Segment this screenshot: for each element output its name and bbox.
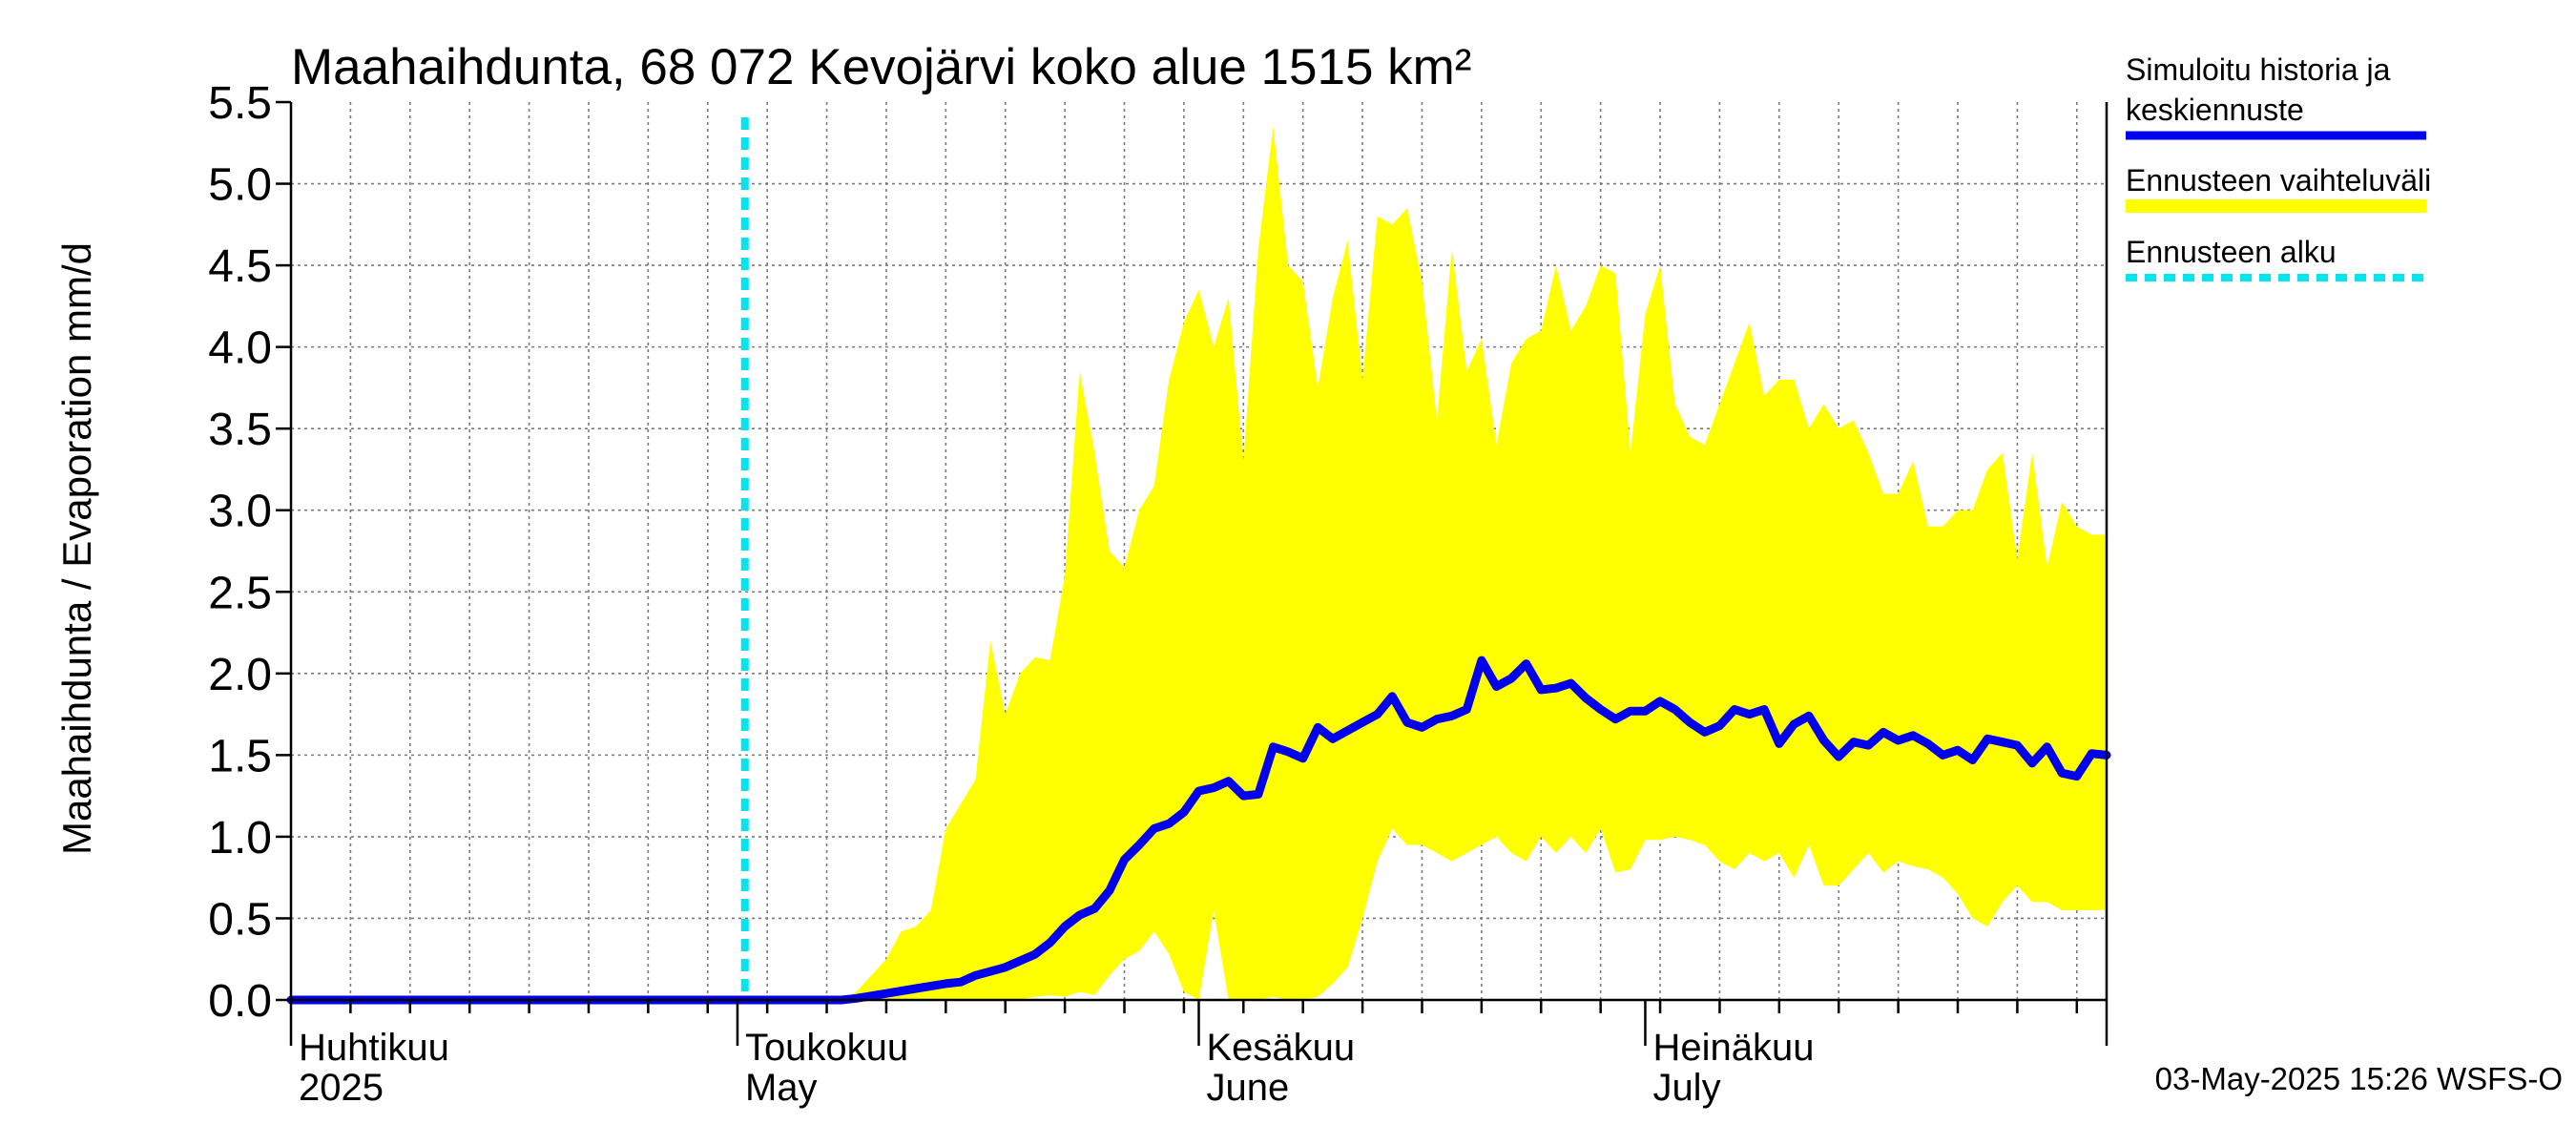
y-tick-label: 1.0 bbox=[208, 813, 272, 864]
y-tick-label: 4.0 bbox=[208, 323, 272, 374]
month-label-en: June bbox=[1207, 1067, 1290, 1109]
y-tick-label: 2.5 bbox=[208, 568, 272, 618]
chart-title: Maahaihdunta, 68 072 Kevojärvi koko alue… bbox=[291, 39, 1471, 95]
timestamp: 03-May-2025 15:26 WSFS-O bbox=[2155, 1061, 2563, 1096]
y-tick-label: 3.5 bbox=[208, 405, 272, 455]
month-label-fi: Huhtikuu bbox=[299, 1027, 449, 1069]
forecast-range-band bbox=[291, 126, 2107, 1000]
legend-label-median-line1: Simuloitu historia ja bbox=[2126, 52, 2391, 87]
month-label-fi: Toukokuu bbox=[745, 1027, 908, 1069]
median-line bbox=[286, 656, 2111, 1005]
y-tick-label: 2.0 bbox=[208, 650, 272, 700]
y-tick-label: 3.0 bbox=[208, 487, 272, 537]
legend-label-median-line2: keskiennuste bbox=[2126, 93, 2304, 127]
axes bbox=[276, 100, 2109, 1046]
legend-label-range: Ennusteen vaihteluväli bbox=[2126, 163, 2431, 198]
median-series bbox=[286, 656, 2111, 1005]
y-tick-label: 4.5 bbox=[208, 241, 272, 292]
month-label-en: July bbox=[1652, 1067, 1720, 1109]
y-tick-label: 0.0 bbox=[208, 976, 272, 1027]
month-label-fi: Kesäkuu bbox=[1207, 1027, 1356, 1069]
legend: Simuloitu historia ja keskiennuste Ennus… bbox=[2126, 52, 2431, 281]
month-label-en: May bbox=[745, 1067, 818, 1109]
y-tick-labels: 0.0 0.5 1.0 1.5 2.0 2.5 3.0 3.5 4.0 4.5 5.0 5.5 bbox=[208, 78, 272, 1027]
legend-label-forecast-start: Ennusteen alku bbox=[2126, 235, 2337, 269]
y-tick-label: 5.5 bbox=[208, 78, 272, 129]
y-axis-label: Maahaihdunta / Evaporation mm/d bbox=[54, 242, 99, 855]
y-tick-label: 5.0 bbox=[208, 160, 272, 211]
y-tick-label: 0.5 bbox=[208, 894, 272, 945]
month-label-en: 2025 bbox=[299, 1067, 384, 1109]
month-label-fi: Heinäkuu bbox=[1652, 1027, 1814, 1069]
forecast-range-area bbox=[291, 126, 2107, 1000]
y-tick-label: 1.5 bbox=[208, 731, 272, 781]
